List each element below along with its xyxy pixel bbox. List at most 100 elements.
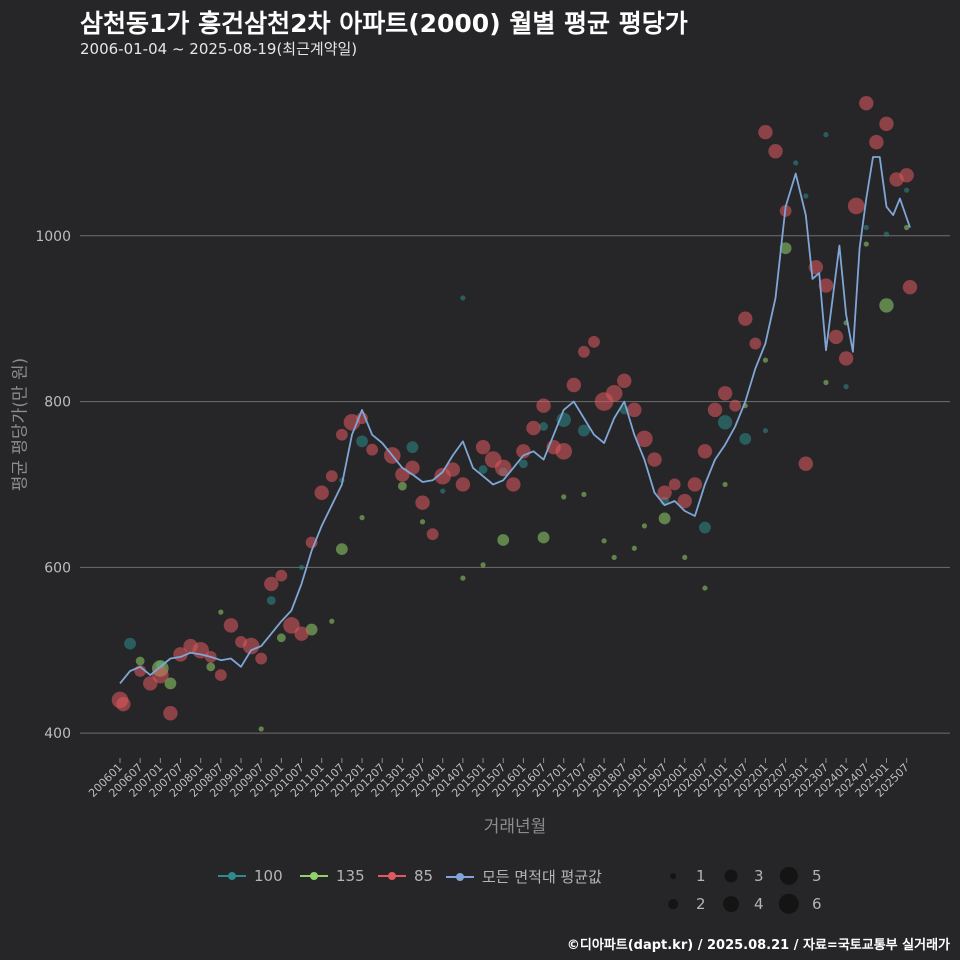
- data-point-100: [578, 424, 590, 437]
- size-legend-label: 6: [812, 895, 822, 913]
- data-point-135: [611, 554, 617, 561]
- data-point-85: [405, 460, 420, 476]
- data-point-85: [314, 485, 329, 500]
- data-point-85: [214, 669, 227, 682]
- data-point-85: [536, 398, 551, 413]
- data-point-135: [258, 726, 264, 732]
- legend-item-85: 85: [378, 866, 433, 886]
- y-tick-label: 1000: [35, 229, 71, 245]
- data-point-100: [406, 441, 419, 454]
- data-point-135: [762, 357, 769, 363]
- data-point-135: [497, 534, 510, 546]
- data-point-100: [904, 187, 910, 193]
- data-point-135: [419, 519, 426, 525]
- y-tick-label: 600: [44, 560, 71, 576]
- average-line-path: [119, 156, 911, 684]
- legend-item-135: 135: [300, 866, 365, 886]
- data-point-100: [124, 637, 136, 650]
- size-dot-icon: [779, 866, 799, 886]
- data-point-135: [722, 481, 728, 488]
- data-point-85: [707, 402, 723, 418]
- data-point-85: [494, 459, 512, 477]
- size-dot-icon: [670, 873, 676, 879]
- chart-subtitle: 2006-01-04 ~ 2025-08-19(최근계약일): [80, 40, 358, 58]
- data-point-100: [478, 465, 488, 474]
- data-point-135: [480, 562, 486, 568]
- data-point-85: [223, 618, 239, 633]
- y-tick-label: 400: [44, 726, 71, 742]
- data-point-135: [460, 575, 466, 581]
- data-point-85: [588, 335, 600, 348]
- data-point-85: [325, 470, 338, 483]
- y-tick-label: 800: [44, 395, 71, 411]
- data-point-135: [641, 523, 648, 529]
- data-point-135: [779, 242, 792, 255]
- average-line: [119, 156, 911, 684]
- data-point-85: [475, 439, 491, 455]
- legend-swatch-icon: [218, 866, 246, 886]
- data-point-100: [298, 564, 305, 570]
- data-point-85: [555, 443, 573, 460]
- x-axis-ticks: 2006012006072007012007072008012008072009…: [86, 758, 912, 800]
- data-point-100: [539, 422, 548, 431]
- data-point-85: [828, 329, 844, 345]
- data-point-85: [264, 576, 279, 592]
- data-point-135: [218, 609, 224, 615]
- data-point-85: [869, 134, 884, 150]
- data-point-100: [266, 596, 276, 605]
- legend-swatch-icon: [378, 866, 406, 886]
- data-point-85: [749, 337, 762, 350]
- data-point-85: [617, 373, 632, 389]
- size-legend-label: 1: [696, 867, 706, 885]
- scatter-points: [111, 95, 918, 732]
- data-point-85: [445, 462, 461, 477]
- data-point-85: [768, 144, 783, 159]
- data-point-100: [739, 432, 752, 445]
- data-point-135: [581, 491, 587, 498]
- size-dot-icon: [724, 869, 738, 883]
- size-legend-label: 4: [754, 895, 764, 913]
- data-point-85: [798, 456, 813, 471]
- data-point-85: [605, 384, 623, 402]
- data-point-85: [647, 452, 662, 467]
- data-point-85: [847, 197, 865, 215]
- data-point-85: [283, 617, 300, 634]
- data-point-85: [294, 626, 309, 641]
- data-point-85: [838, 351, 854, 366]
- legend-swatch-icon: [300, 866, 328, 886]
- data-point-135: [702, 585, 708, 591]
- data-point-135: [823, 379, 829, 386]
- data-point-85: [738, 311, 753, 326]
- data-point-135: [561, 494, 567, 500]
- size-legend-label: 3: [754, 867, 764, 885]
- data-point-85: [717, 386, 733, 401]
- x-axis-label: 거래년월: [483, 817, 547, 837]
- size-legend-item: 1: [658, 862, 706, 890]
- data-point-135: [863, 241, 869, 247]
- source-footer: ©디아파트(dapt.kr) / 2025.08.21 / 자료=국토교통부 실…: [566, 938, 950, 953]
- size-legend-item: 2: [658, 890, 706, 918]
- grid-lines: [80, 235, 950, 734]
- size-legend-label: 5: [812, 867, 822, 885]
- data-point-85: [859, 95, 874, 111]
- data-point-85: [116, 696, 131, 712]
- data-point-85: [275, 569, 288, 582]
- size-dot-icon: [668, 899, 678, 909]
- size-dot-icon: [778, 893, 800, 915]
- data-point-100: [440, 488, 446, 494]
- data-point-135: [329, 618, 335, 624]
- data-point-135: [276, 633, 286, 643]
- data-point-85: [758, 124, 773, 140]
- data-point-100: [556, 412, 571, 428]
- data-point-135: [682, 554, 688, 561]
- data-point-85: [255, 652, 268, 665]
- data-point-135: [335, 543, 348, 556]
- data-point-100: [519, 459, 528, 469]
- legend-label: 100: [254, 867, 283, 885]
- data-point-85: [415, 495, 430, 510]
- data-point-85: [687, 477, 703, 492]
- data-point-85: [636, 430, 653, 448]
- data-point-85: [506, 477, 521, 492]
- data-point-135: [135, 656, 145, 666]
